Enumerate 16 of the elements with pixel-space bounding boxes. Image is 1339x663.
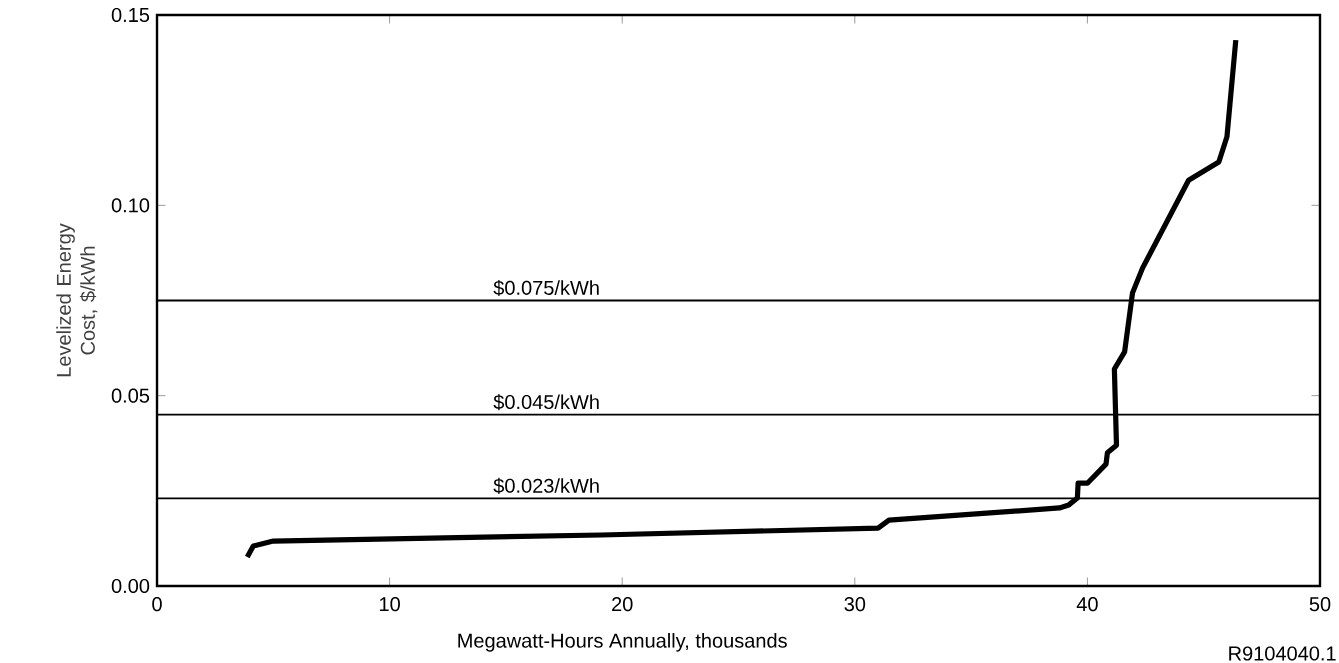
- x-tick-label: 40: [1076, 597, 1098, 612]
- x-axis-title: Megawatt-Hours Annually, thousands: [458, 633, 787, 652]
- y-tick-label: 0.05: [111, 388, 150, 403]
- x-tick-label: 20: [612, 597, 633, 612]
- text: R9104040.1: [1229, 646, 1336, 661]
- ref-line-label: $0.045/kWh: [493, 394, 599, 411]
- x-tick-label: 0: [152, 597, 162, 612]
- y-axis-title: Levelized Energy Cost, $/kWh: [56, 223, 98, 377]
- y-tick-label: 0.10: [111, 198, 150, 213]
- y-tick-label: 0.00: [111, 578, 150, 594]
- x-tick-label: 30: [844, 597, 866, 612]
- x-tick-label: 10: [380, 597, 400, 612]
- ref-line-label: $0.075/kWh: [493, 279, 599, 297]
- y-tick-label: 0.15: [111, 7, 150, 23]
- ref-line-label: $0.023/kWh: [493, 477, 599, 495]
- x-tick-label: 50: [1309, 597, 1331, 612]
